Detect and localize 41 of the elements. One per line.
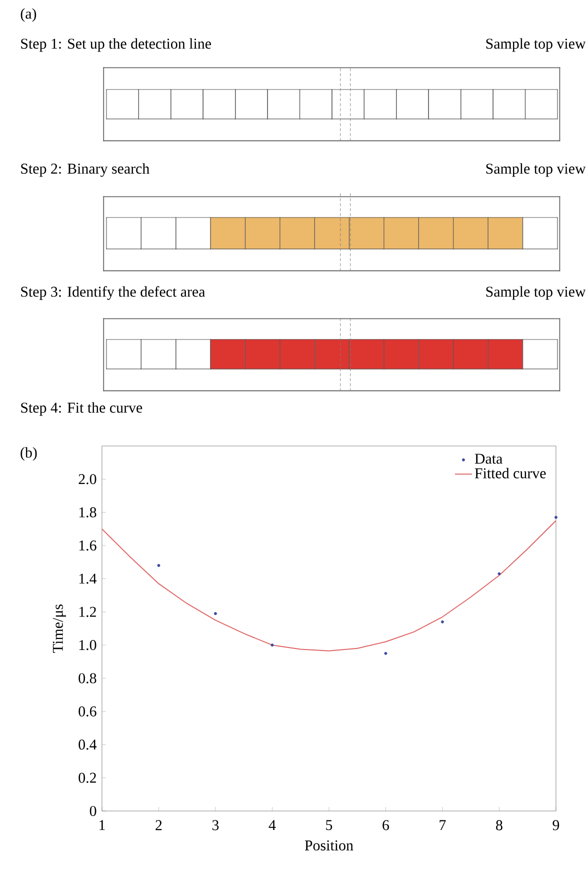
x-tick-label: 5 xyxy=(326,820,332,830)
x-tick-label: 9 xyxy=(552,820,560,830)
line-series xyxy=(102,520,556,652)
text: Step 4: Fit the curve xyxy=(21,402,142,416)
y-tick-label: 1.6 xyxy=(79,540,96,551)
x-tick-label: 4 xyxy=(268,820,276,830)
text: Sample top view xyxy=(486,286,586,300)
y-tick-label: 0.8 xyxy=(78,673,96,684)
text: Step 2: Binary search xyxy=(21,163,150,177)
y-axis-title: Time/μs xyxy=(52,604,66,653)
point xyxy=(440,620,444,624)
y-tick-label: 1.8 xyxy=(79,507,96,518)
text: Step 1: Set up the detection line xyxy=(21,38,212,52)
y-tick-label: 1.2 xyxy=(79,606,96,617)
x-tick-label: 3 xyxy=(212,820,219,830)
y-tick-label: 1.0 xyxy=(79,640,96,650)
chart-title: (b) xyxy=(20,447,37,461)
legend-label: Data xyxy=(474,454,502,464)
x-tick-label: 1 xyxy=(100,820,105,830)
text: Step 3: Identify the defect area xyxy=(21,286,206,300)
x-tick-label: 8 xyxy=(496,820,502,830)
x-axis-title: Position xyxy=(304,840,354,850)
y-tick-label: 0.2 xyxy=(78,772,96,783)
y-tick-label: 0.4 xyxy=(78,740,97,750)
x-tick-label: 7 xyxy=(440,820,446,830)
text: (a) xyxy=(20,8,36,22)
text: Sample top view xyxy=(486,38,586,52)
y-tick-label: 0 xyxy=(90,806,96,816)
text: Sample top view xyxy=(486,163,586,177)
point xyxy=(498,572,501,576)
y-tick-label: 1.4 xyxy=(79,574,97,584)
x-tick-label: 2 xyxy=(156,820,162,830)
point xyxy=(270,644,274,647)
point xyxy=(214,612,217,616)
point xyxy=(384,652,388,655)
x-tick-label: 6 xyxy=(382,820,390,830)
y-tick-label: 2.0 xyxy=(78,474,96,484)
y-tick-label: 0.6 xyxy=(78,706,96,717)
point xyxy=(157,564,160,567)
legend-label: Fitted curve xyxy=(474,468,546,478)
point xyxy=(554,516,558,519)
